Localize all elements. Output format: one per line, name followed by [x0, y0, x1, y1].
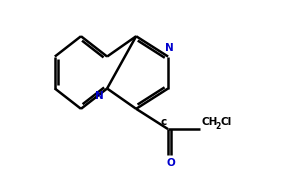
Text: Cl: Cl [221, 117, 232, 127]
Text: c: c [160, 117, 167, 127]
Text: 2: 2 [216, 122, 221, 131]
Text: N: N [96, 91, 104, 101]
Text: O: O [167, 158, 175, 168]
Text: CH: CH [201, 117, 218, 127]
Text: N: N [165, 43, 174, 53]
